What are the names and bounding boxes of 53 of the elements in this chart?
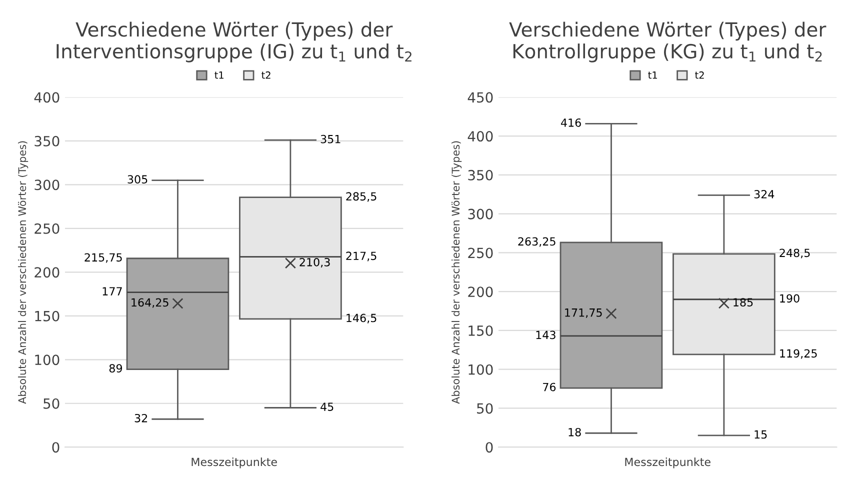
y-tick-label: 250 [468,248,493,258]
legend-label: t1 [214,72,224,79]
text: 185 [734,298,753,306]
text: 45 [320,402,334,411]
y-tick-label: 250 [34,223,60,234]
y-tick-label: 150 [468,325,493,336]
text: 215,75 [84,253,122,263]
y-tick-label: 350 [468,170,493,180]
legend-label: t1 [648,72,657,79]
y-tick-label: 200 [468,286,493,298]
text: 89 [109,364,122,372]
text: 143 [536,330,556,340]
y-tick-label: 350 [34,136,60,146]
y-axis-title: Absolute Anzahl der verschiedenen Wörter (Types) [452,141,462,404]
text: 351 [320,134,340,144]
text: 18 [568,428,581,436]
y-tick-label: 400 [34,92,60,103]
text: 324 [754,190,774,198]
y-tick-label: 300 [34,180,60,190]
text: 119,25 [780,349,817,359]
text: 177 [102,287,122,296]
text: 248,5 [780,248,810,258]
text: 416 [560,118,581,127]
y-tick-label: 300 [468,208,493,220]
y-tick-label: 0 [486,442,493,453]
text: 164,25 [132,298,168,308]
y-axis-title: Absolute Anzahl der verschiedenen Wörter (Types) [18,141,28,404]
y-tick-label: 400 [468,131,493,142]
x-axis-title: Messzeitpunkte [625,458,710,468]
text: 210,3 [300,258,330,268]
y-tick-label: 50 [477,403,493,414]
text: 146,5 [346,314,376,324]
text: 217,5 [346,252,376,262]
y-tick-label: 450 [468,92,493,103]
chart-title: Verschiedene Wörter (Types) der Interventionsgruppe (IG) zu t$_{1}$ und t$_{2}$ [56,22,412,62]
chart-title: Verschiedene Wörter (Types) der Kontrollgruppe (KG) zu t$_{1}$ und t$_{2}$ [509,22,826,62]
legend-label: t2 [695,71,704,79]
y-tick-label: 200 [34,267,60,278]
text: 32 [134,414,148,422]
y-tick-label: 100 [35,354,60,366]
text: 15 [754,430,767,439]
y-tick-label: 0 [52,442,60,453]
y-tick-label: 100 [468,364,493,375]
text: 171,75 [565,308,602,318]
text: 76 [543,382,556,392]
legend-label: t2 [262,71,270,79]
y-tick-label: 50 [44,398,60,409]
y-tick-label: 150 [35,310,60,322]
text: 190 [780,294,800,303]
x-axis-title: Messzeitpunkte [192,458,277,468]
text: 285,5 [346,192,376,202]
text: 305 [128,175,148,184]
text: 263,25 [518,237,556,247]
